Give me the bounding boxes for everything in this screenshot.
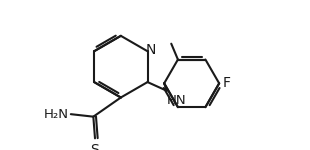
Text: F: F — [223, 76, 231, 90]
Text: HN: HN — [167, 94, 187, 107]
Text: N: N — [146, 43, 156, 57]
Text: S: S — [90, 143, 99, 150]
Text: H₂N: H₂N — [44, 108, 69, 121]
